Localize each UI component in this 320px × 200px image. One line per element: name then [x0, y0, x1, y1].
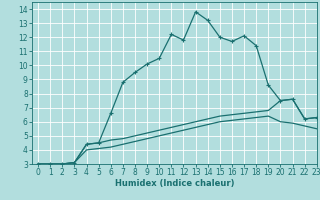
X-axis label: Humidex (Indice chaleur): Humidex (Indice chaleur) — [115, 179, 234, 188]
